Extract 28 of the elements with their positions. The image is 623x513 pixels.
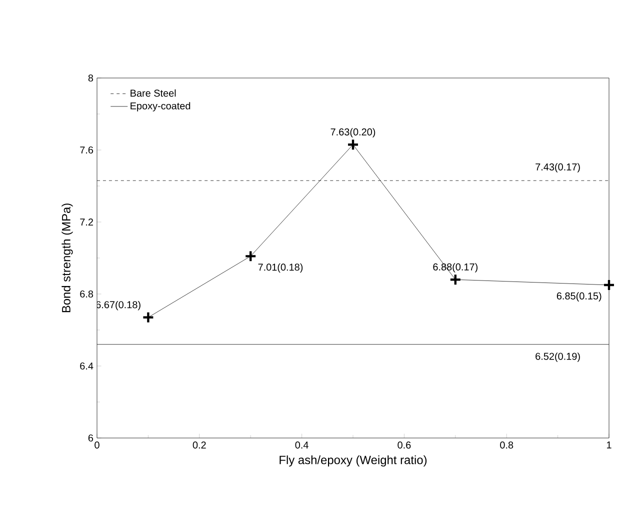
y-tick-label: 6 [88, 434, 94, 442]
x-tick-label: 0.8 [500, 442, 514, 449]
point [346, 138, 360, 151]
data-label: 6.88(0.17) [433, 263, 478, 272]
legend-label: Epoxy-coated [130, 102, 190, 112]
annotation: 6.52(0.19) [536, 352, 580, 362]
x-tick-label: 0.2 [192, 442, 206, 449]
legend-label: Bare Steel [130, 89, 176, 97]
y-tick-label: 7.6 [80, 146, 94, 154]
point [244, 250, 257, 262]
x-tick-label: 1 [607, 442, 612, 448]
y-tick-label: 7.2 [80, 218, 93, 226]
y-tick-label: 8 [88, 74, 94, 82]
x-tick-label: 0 [94, 442, 100, 449]
data-label: 6.85(0.15) [556, 292, 602, 302]
x-tick-label: 0.4 [295, 442, 308, 449]
data-label: 6.67(0.18) [96, 300, 140, 310]
point [449, 274, 462, 286]
y-tick-label: 6.4 [80, 362, 94, 370]
data-label: 7.63(0.20) [330, 128, 376, 138]
x-tick-label: 0.6 [398, 442, 411, 449]
data-label: 7.01(0.18) [258, 263, 303, 273]
x-axis-title: Fly ash/epoxy (Weight ratio) [280, 455, 427, 467]
y-axis-title: Bond strength (MPa) [62, 204, 73, 312]
point [142, 311, 154, 324]
y-tick-label: 6.8 [80, 290, 94, 298]
point [602, 278, 616, 292]
annotation: 7.43(0.17) [536, 163, 580, 172]
